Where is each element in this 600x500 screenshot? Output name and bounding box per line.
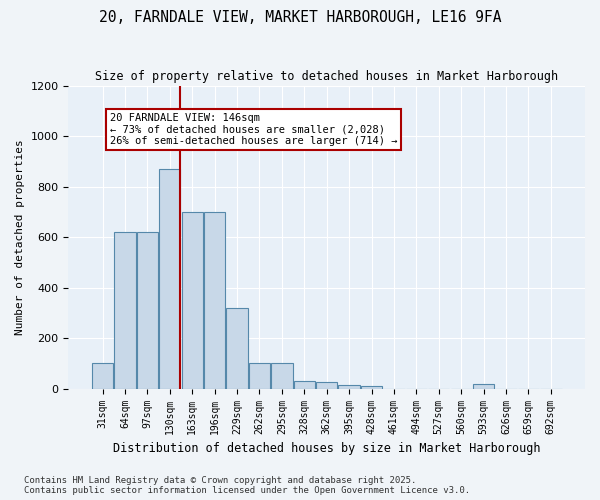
Bar bbox=[92, 364, 113, 388]
Bar bbox=[271, 364, 293, 388]
Bar bbox=[226, 308, 248, 388]
Bar bbox=[115, 232, 136, 388]
Text: 20 FARNDALE VIEW: 146sqm
← 73% of detached houses are smaller (2,028)
26% of sem: 20 FARNDALE VIEW: 146sqm ← 73% of detach… bbox=[110, 113, 397, 146]
Bar bbox=[361, 386, 382, 388]
Bar bbox=[204, 212, 225, 388]
Bar bbox=[338, 385, 360, 388]
Bar bbox=[137, 232, 158, 388]
Title: Size of property relative to detached houses in Market Harborough: Size of property relative to detached ho… bbox=[95, 70, 558, 83]
Bar bbox=[473, 384, 494, 388]
Bar bbox=[316, 382, 337, 388]
Bar bbox=[182, 212, 203, 388]
Bar bbox=[159, 169, 181, 388]
Y-axis label: Number of detached properties: Number of detached properties bbox=[15, 139, 25, 335]
Text: Contains HM Land Registry data © Crown copyright and database right 2025.
Contai: Contains HM Land Registry data © Crown c… bbox=[24, 476, 470, 495]
Bar bbox=[249, 364, 270, 388]
Text: 20, FARNDALE VIEW, MARKET HARBOROUGH, LE16 9FA: 20, FARNDALE VIEW, MARKET HARBOROUGH, LE… bbox=[99, 10, 501, 25]
X-axis label: Distribution of detached houses by size in Market Harborough: Distribution of detached houses by size … bbox=[113, 442, 541, 455]
Bar bbox=[293, 381, 315, 388]
